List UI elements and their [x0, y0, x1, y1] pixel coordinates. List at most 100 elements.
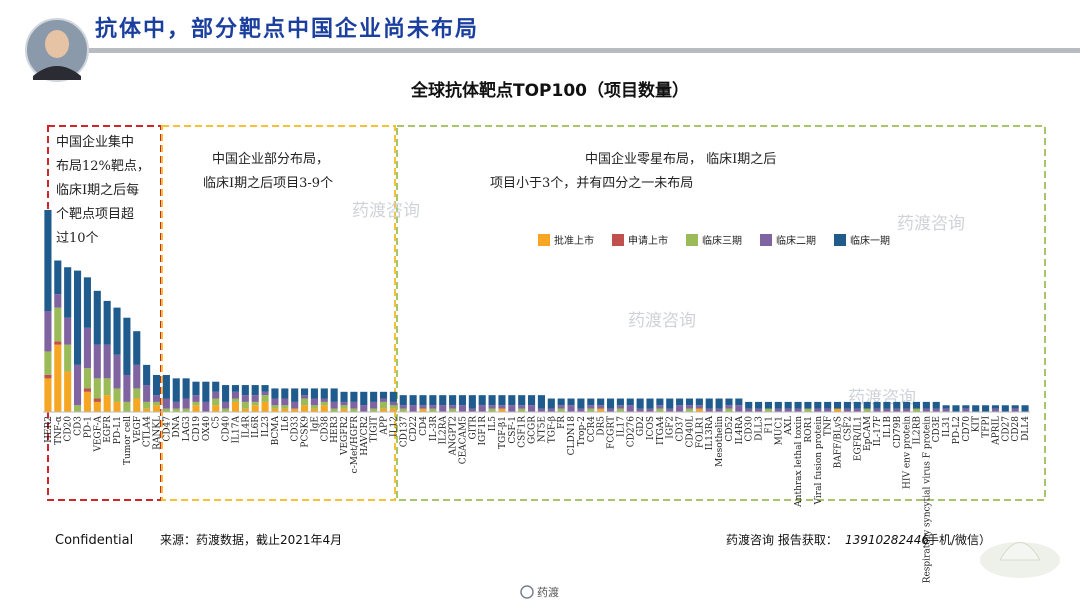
bar-segment: [113, 354, 121, 389]
x-tick-label: CEACAM5: [458, 416, 468, 465]
bar-segment: [508, 395, 516, 406]
bar-segment: [774, 401, 782, 409]
bar-segment: [863, 408, 871, 412]
x-tick-label: DNA: [172, 416, 182, 438]
bar-segment: [557, 405, 565, 409]
bar-segment: [557, 408, 565, 412]
x-tick-label: c-Met/HGFR: [350, 416, 360, 474]
bar-segment: [389, 401, 397, 406]
x-tick-label: IL17: [616, 416, 626, 437]
bar-segment: [54, 344, 62, 412]
bar-segment: [419, 395, 427, 406]
bar-segment: [656, 408, 664, 412]
bar-segment: [320, 401, 328, 406]
bar-segment: [251, 385, 259, 396]
bar-segment: [261, 401, 269, 412]
bar-segment: [883, 401, 891, 409]
bar-segment: [212, 391, 220, 399]
bar-segment: [597, 408, 605, 412]
bar-segment: [379, 391, 388, 399]
group2-note: 中国企业部分布局，: [212, 151, 329, 167]
x-tick-label: Respiratory syncytial virus F protein: [922, 416, 932, 583]
bar-segment: [172, 401, 180, 409]
bar-segment: [439, 395, 447, 406]
contact-label: 药渡咨询 报告获取：: [726, 532, 838, 547]
bar-segment: [73, 405, 82, 412]
bar-segment: [123, 374, 131, 402]
bar-segment: [518, 408, 526, 412]
bar-segment: [804, 408, 812, 412]
bar-segment: [123, 401, 131, 412]
bar-segment: [83, 277, 91, 328]
bar-segment: [903, 401, 911, 409]
bar-segment: [389, 408, 397, 412]
bar-segment: [143, 408, 151, 412]
x-tick-label: CD27: [1001, 416, 1011, 442]
bar-segment: [133, 388, 141, 399]
x-tick-label: RANKL: [153, 416, 163, 450]
bar-segment: [182, 408, 190, 412]
bar-segment: [93, 344, 101, 379]
bar-segment: [202, 381, 210, 402]
legend-swatch: [760, 234, 772, 246]
bar-segment: [833, 408, 842, 412]
bar-segment: [399, 408, 407, 412]
bar-segment: [192, 405, 200, 412]
x-tick-label: CD137: [399, 416, 409, 448]
bar-segment: [666, 398, 674, 409]
chart-title: 全球抗体靶点TOP100（项目数量）: [410, 80, 689, 101]
bar-segment: [54, 294, 62, 308]
legend-label: 临床三期: [702, 234, 742, 247]
bar-segment: [616, 408, 624, 412]
bar-segment: [656, 405, 664, 409]
bar-segment: [44, 378, 52, 412]
x-tick-label: C5: [212, 416, 222, 429]
x-tick-label: MUC1: [774, 416, 784, 445]
bar-segment: [310, 398, 318, 406]
group1-note: 临床I期之后每: [56, 182, 139, 198]
bar-segment: [468, 395, 476, 409]
bar-segment: [597, 405, 605, 409]
bar-segment: [912, 408, 921, 412]
bar-segment: [271, 408, 279, 412]
x-tick-label: PD-1: [83, 416, 93, 438]
bar-segment: [745, 401, 753, 409]
watermark: 药渡咨询: [352, 201, 420, 221]
bar-segment: [83, 327, 91, 369]
bar-segment: [340, 405, 348, 409]
bar-segment: [379, 401, 388, 409]
bar-segment: [133, 364, 141, 389]
bar-segment: [379, 408, 388, 412]
bar-segment: [241, 408, 249, 412]
bar-segment: [587, 405, 595, 409]
bar-segment: [942, 408, 950, 412]
bar-segment: [774, 408, 782, 412]
bar-segment: [429, 408, 437, 412]
legend-swatch: [834, 234, 846, 246]
bar-segment: [814, 401, 822, 409]
bar-segment: [281, 408, 289, 412]
bar-segment: [301, 388, 309, 396]
bar-segment: [794, 401, 802, 409]
bar-segment: [379, 398, 388, 402]
x-tick-label: AXL: [784, 416, 794, 436]
bar-segment: [103, 395, 111, 412]
bar-segment: [725, 408, 733, 412]
x-tick-label: CD40: [222, 416, 232, 442]
bar-segment: [942, 405, 950, 409]
bar-segment: [606, 398, 615, 409]
bar-segment: [863, 401, 871, 409]
bar-segment: [360, 391, 368, 406]
watermark: 药渡咨询: [897, 214, 965, 234]
bar-segment: [83, 368, 91, 389]
bar-segment: [932, 408, 940, 412]
bar-segment: [587, 398, 595, 406]
bar-segment: [508, 405, 516, 412]
bar-segment: [301, 395, 309, 399]
bar-segment: [291, 401, 299, 409]
x-tick-label: APRIL: [991, 416, 1001, 446]
bar-segment: [804, 401, 812, 409]
bar-segment: [478, 405, 486, 412]
bar-segment: [103, 300, 111, 345]
bar-segment: [350, 391, 358, 402]
